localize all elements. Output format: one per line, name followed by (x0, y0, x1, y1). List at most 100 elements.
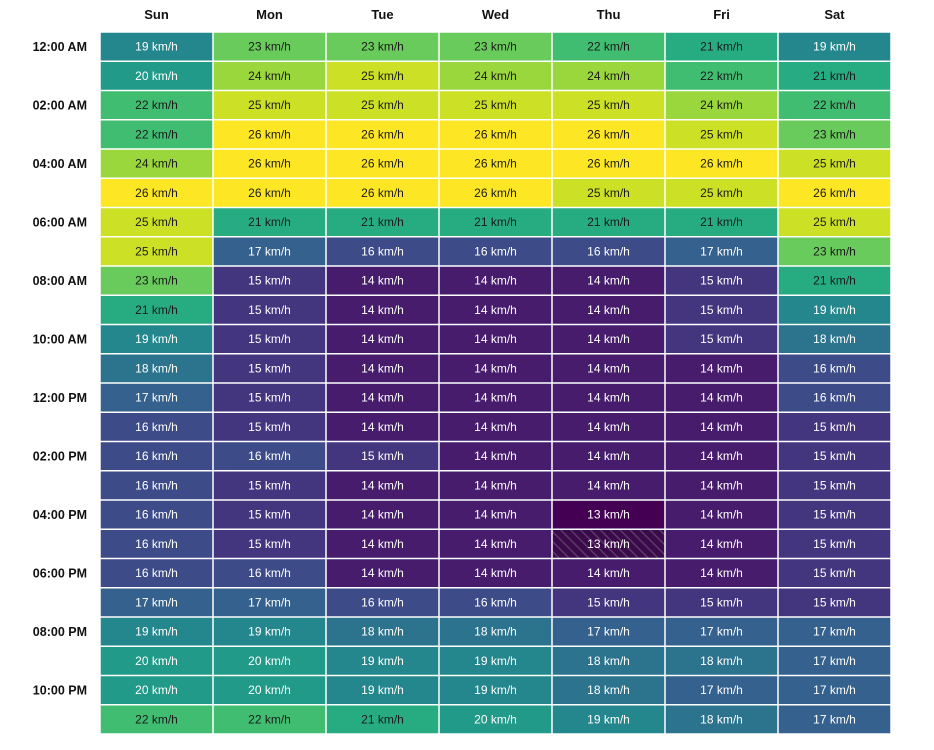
cell-value-label: 18 km/h (700, 712, 743, 726)
heatmap-cell (665, 237, 778, 266)
heatmap-cell (213, 413, 326, 441)
cell-value-label: 15 km/h (248, 303, 291, 317)
heatmap-cell (326, 266, 439, 295)
heatmap-cell (326, 325, 439, 353)
heatmap-cell (213, 179, 326, 207)
hour-label: 02:00 PM (33, 450, 87, 464)
day-headers: Sun Mon Tue Wed Thu Fri Sat (144, 7, 845, 22)
cell-value-label: 16 km/h (248, 449, 291, 463)
cell-value-label: 26 km/h (248, 127, 291, 141)
heatmap-cell (552, 530, 665, 558)
heatmap-cell (100, 500, 213, 529)
hour-label: 12:00 AM (33, 40, 87, 54)
cell-value-label: 15 km/h (813, 566, 856, 580)
heatmap-cell (100, 208, 213, 236)
cell-value-label: 21 km/h (813, 69, 856, 83)
heatmap-cell (552, 500, 665, 529)
heatmap-cell (778, 705, 891, 734)
cell-value-label: 15 km/h (700, 303, 743, 317)
heatmap-cell (778, 325, 891, 353)
cell-value-label: 15 km/h (700, 595, 743, 609)
heatmap-cell (326, 530, 439, 558)
heatmap-cell (665, 471, 778, 500)
cell-value-label: 26 km/h (474, 127, 517, 141)
cell-value-label: 14 km/h (474, 332, 517, 346)
heatmap-cell (439, 647, 552, 675)
cell-value-label: 26 km/h (474, 186, 517, 200)
cell-value-label: 15 km/h (361, 449, 404, 463)
cell-value-label: 14 km/h (700, 420, 743, 434)
heatmap-cell (100, 237, 213, 266)
cell-value-label: 16 km/h (361, 244, 404, 258)
day-header-mon: Mon (256, 7, 283, 22)
hour-label: 06:00 PM (33, 567, 87, 581)
heatmap-cell (213, 471, 326, 500)
heatmap-cell (665, 705, 778, 734)
cell-value-label: 22 km/h (248, 712, 291, 726)
hour-label: 04:00 AM (33, 157, 87, 171)
heatmap-cell (665, 296, 778, 324)
heatmap-cell (552, 471, 665, 500)
cell-value-label: 15 km/h (813, 508, 856, 522)
cell-value-label: 16 km/h (135, 478, 178, 492)
cell-value-label: 14 km/h (700, 391, 743, 405)
heatmap-cell (665, 500, 778, 529)
heatmap-cell (552, 179, 665, 207)
heatmap-cell (552, 676, 665, 704)
cell-value-label: 14 km/h (587, 361, 630, 375)
heatmap-cell (778, 500, 891, 529)
cell-value-label: 24 km/h (135, 157, 178, 171)
heatmap-cell (213, 676, 326, 704)
cell-value-label: 15 km/h (248, 478, 291, 492)
cell-value-label: 16 km/h (813, 391, 856, 405)
cell-value-label: 14 km/h (474, 537, 517, 551)
cell-value-label: 21 km/h (248, 215, 291, 229)
hour-label: 08:00 AM (33, 274, 87, 288)
cell-value-label: 25 km/h (135, 215, 178, 229)
cell-value-label: 15 km/h (813, 595, 856, 609)
cell-value-label: 24 km/h (700, 98, 743, 112)
cell-value-label: 15 km/h (248, 332, 291, 346)
cell-value-label: 14 km/h (361, 332, 404, 346)
heatmap-cell (100, 296, 213, 324)
heatmap-cell (213, 120, 326, 149)
heatmap-cell (213, 296, 326, 324)
cell-value-label: 17 km/h (700, 683, 743, 697)
heatmap-cell (326, 442, 439, 470)
heatmap-cell (100, 91, 213, 119)
cell-value-label: 19 km/h (135, 332, 178, 346)
heatmap-cell (778, 413, 891, 441)
heatmap-cell (213, 647, 326, 675)
cell-value-label: 14 km/h (587, 420, 630, 434)
heatmap-cell (439, 266, 552, 295)
cell-value-label: 15 km/h (248, 361, 291, 375)
cell-value-label: 23 km/h (813, 244, 856, 258)
cell-value-label: 14 km/h (474, 478, 517, 492)
cell-value-label: 18 km/h (135, 361, 178, 375)
heatmap-cell (326, 208, 439, 236)
cell-value-label: 20 km/h (135, 654, 178, 668)
heatmap-cell (778, 91, 891, 119)
cell-value-label: 17 km/h (700, 244, 743, 258)
day-header-fri: Fri (713, 7, 730, 22)
heatmap-cell (665, 413, 778, 441)
cell-value-label: 20 km/h (248, 683, 291, 697)
cell-value-label: 25 km/h (700, 186, 743, 200)
cell-value-label: 17 km/h (813, 712, 856, 726)
heatmap-cell (778, 647, 891, 675)
heatmap-cell (552, 237, 665, 266)
cell-value-label: 21 km/h (135, 303, 178, 317)
day-header-tue: Tue (371, 7, 393, 22)
heatmap-cell (778, 588, 891, 617)
cell-value-label: 14 km/h (474, 508, 517, 522)
heatmap-cell (326, 383, 439, 412)
cell-value-label: 26 km/h (813, 186, 856, 200)
cell-value-label: 21 km/h (587, 215, 630, 229)
heatmap-cell (665, 617, 778, 646)
cell-value-label: 20 km/h (248, 654, 291, 668)
cell-value-label: 14 km/h (361, 508, 404, 522)
heatmap-cell (552, 149, 665, 178)
heatmap-cell (665, 588, 778, 617)
cell-value-label: 26 km/h (587, 157, 630, 171)
